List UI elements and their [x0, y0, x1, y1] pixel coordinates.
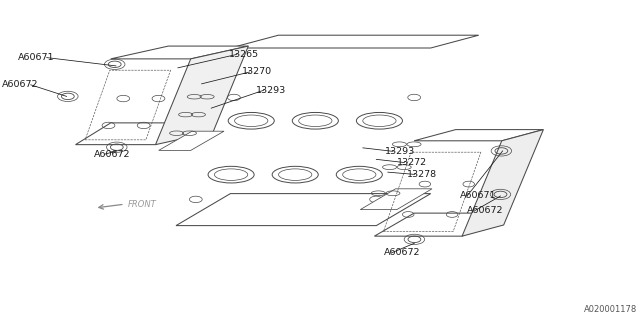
Text: A60672: A60672	[2, 80, 38, 89]
Text: FRONT: FRONT	[128, 200, 157, 209]
Polygon shape	[156, 46, 248, 145]
Text: A60671: A60671	[18, 53, 54, 62]
Polygon shape	[230, 35, 479, 48]
Text: A60671: A60671	[460, 191, 496, 200]
Text: 13272: 13272	[397, 158, 427, 167]
Text: A60672: A60672	[384, 248, 420, 257]
Text: 13270: 13270	[242, 68, 272, 76]
Text: A60672: A60672	[467, 206, 504, 215]
Text: 13293: 13293	[256, 86, 286, 95]
Polygon shape	[414, 130, 543, 141]
Polygon shape	[374, 213, 502, 236]
Text: A60672: A60672	[93, 150, 131, 159]
Polygon shape	[176, 194, 431, 226]
Polygon shape	[159, 131, 224, 150]
Text: 13293: 13293	[385, 147, 415, 156]
Text: 13265: 13265	[229, 50, 259, 59]
Text: 13278: 13278	[407, 170, 437, 179]
Polygon shape	[111, 46, 248, 59]
Text: A020001178: A020001178	[584, 305, 637, 314]
Polygon shape	[462, 130, 543, 236]
Polygon shape	[360, 189, 432, 210]
Polygon shape	[76, 123, 191, 145]
